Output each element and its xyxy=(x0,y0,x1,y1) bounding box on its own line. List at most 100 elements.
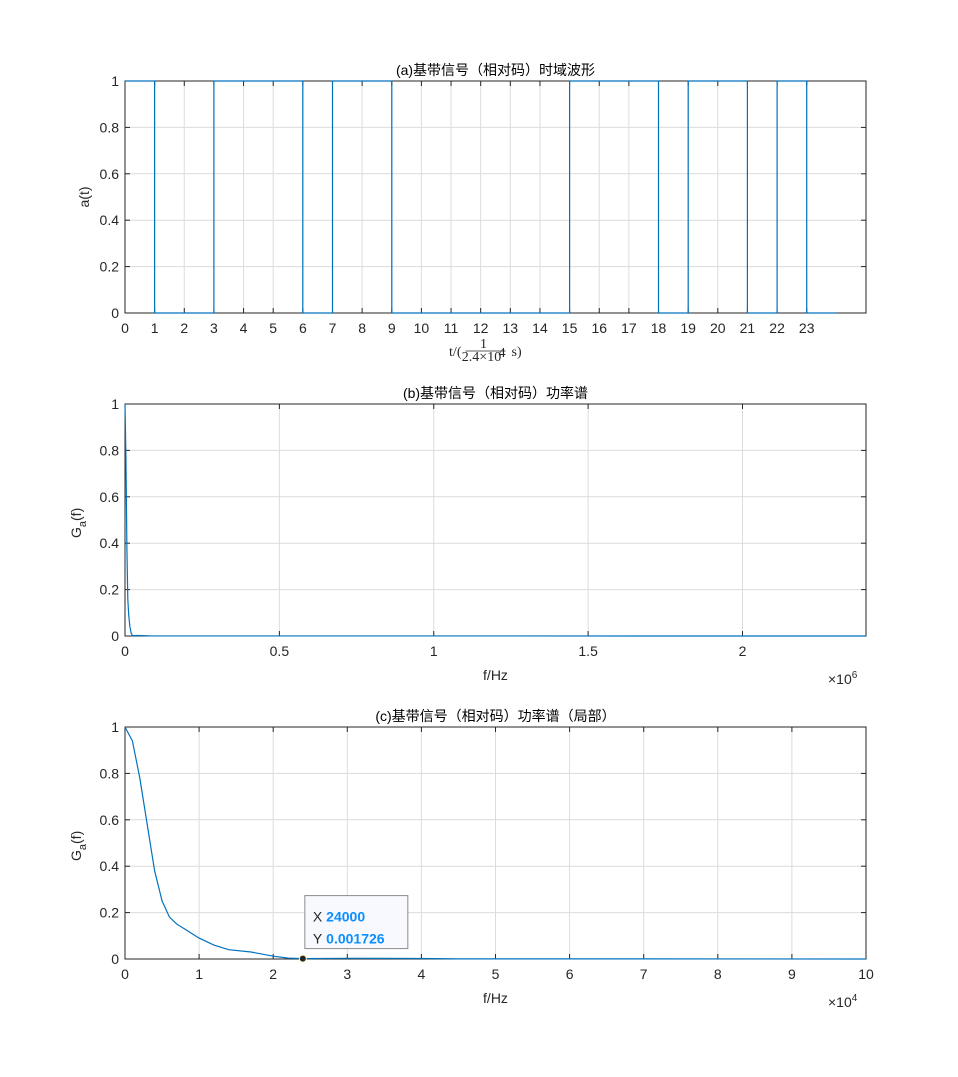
x-exponent-base: ×10 xyxy=(828,671,852,687)
x-tick-label: 14 xyxy=(532,320,548,336)
x-tick-label: 15 xyxy=(562,320,578,336)
x-axis-label: f/Hz xyxy=(483,990,508,1006)
axes-b: 0 0.5 1 1.5 2 0 0.2 0.4 0.6 0.8 1 (b)基带信号（相对码）功率谱 Ga… xyxy=(68,385,867,687)
y-tick-label: 0.4 xyxy=(100,535,120,551)
y-label-suffix: (f) xyxy=(68,508,84,521)
x-tick-label: 4 xyxy=(240,320,248,336)
axes-c: 0 1 2 3 4 5 6 7 8 9 10 0 0.2 0.4 0.6 0.8 1 (c)基带信号（相对码）功率… xyxy=(68,708,874,1010)
y-tick-label: 0.8 xyxy=(100,119,120,135)
x-axis-label: t/( 12.4×104 s) xyxy=(449,337,522,365)
datatip-y-row: Y 0.001726 xyxy=(313,931,385,947)
x-tick-label: 1.5 xyxy=(578,643,598,659)
x-tick-label: 1 xyxy=(430,643,438,659)
y-label-subscript: a xyxy=(77,520,89,527)
x-tick-label: 18 xyxy=(651,320,667,336)
datatip-marker[interactable] xyxy=(298,954,307,963)
y-tick-label: 0.8 xyxy=(100,442,120,458)
x-label-prefix: t/( xyxy=(449,345,462,360)
datatip-y-label: Y xyxy=(313,931,323,947)
x-tick-label: 19 xyxy=(680,320,696,336)
x-tick-label: 1 xyxy=(151,320,159,336)
x-tick-label: 5 xyxy=(492,966,500,982)
y-tick-label: 0.2 xyxy=(100,582,120,598)
x-tick-label: 0 xyxy=(121,966,129,982)
chart-title: (c)基带信号（相对码）功率谱（局部） xyxy=(375,708,615,724)
x-exponent-label: ×106 xyxy=(828,670,858,687)
x-tick-label: 7 xyxy=(640,966,648,982)
x-tick-label: 21 xyxy=(740,320,756,336)
y-axis-label: Ga(f) xyxy=(68,831,89,861)
x-tick-label: 9 xyxy=(388,320,396,336)
x-tick-label: 20 xyxy=(710,320,726,336)
x-tick-label: 22 xyxy=(769,320,785,336)
x-tick-label: 10 xyxy=(414,320,430,336)
x-exponent-label: ×104 xyxy=(828,993,858,1010)
plot-area xyxy=(125,404,866,636)
datatip-y-value: 0.001726 xyxy=(326,931,385,947)
y-tick-label: 0.6 xyxy=(100,489,120,505)
y-tick-label: 0.4 xyxy=(100,858,120,874)
x-exponent-base: ×10 xyxy=(828,994,852,1010)
x-tick-label: 13 xyxy=(503,320,519,336)
y-tick-label: 0 xyxy=(111,305,119,321)
x-tick-label: 3 xyxy=(343,966,351,982)
x-tick-label: 2 xyxy=(180,320,188,336)
datatip-x-row: X 24000 xyxy=(313,909,365,925)
datatip-x-value: 24000 xyxy=(326,909,365,925)
x-tick-label: 12 xyxy=(473,320,489,336)
x-tick-label: 16 xyxy=(591,320,607,336)
y-tick-label: 1 xyxy=(111,396,119,412)
x-tick-label: 0.5 xyxy=(270,643,290,659)
x-tick-label: 2 xyxy=(739,643,747,659)
x-tick-label: 8 xyxy=(714,966,722,982)
x-tick-label: 6 xyxy=(299,320,307,336)
x-tick-label: 7 xyxy=(329,320,337,336)
y-label-main: G xyxy=(68,850,84,861)
x-tick-label: 1 xyxy=(195,966,203,982)
y-tick-label: 0.2 xyxy=(100,259,120,275)
y-axis-label: Ga(f) xyxy=(68,508,89,538)
series-line xyxy=(124,403,867,637)
series-line xyxy=(125,80,837,314)
x-tick-label: 0 xyxy=(121,320,129,336)
chart-title: (b)基带信号（相对码）功率谱 xyxy=(403,385,588,401)
x-tick-label: 8 xyxy=(358,320,366,336)
x-tick-label: 0 xyxy=(121,643,129,659)
x-label-numerator: 1 xyxy=(480,337,487,352)
x-tick-label: 4 xyxy=(418,966,426,982)
axes-a: 0 1 2 3 4 5 6 7 8 9 10 11 12 13 14 15 16 17 18 19 20 21 22 2300… xyxy=(76,62,867,365)
x-tick-label: 10 xyxy=(858,966,874,982)
x-label-denominator: 2.4×10 xyxy=(462,350,501,365)
y-tick-label: 0.8 xyxy=(100,765,120,781)
x-exponent-power: 4 xyxy=(852,993,858,1004)
x-exponent-power: 6 xyxy=(852,670,858,681)
x-tick-label: 23 xyxy=(799,320,815,336)
y-tick-label: 0.4 xyxy=(100,212,120,228)
x-tick-label: 5 xyxy=(269,320,277,336)
y-axis-label: a(t) xyxy=(76,187,92,208)
x-tick-label: 17 xyxy=(621,320,637,336)
plot-area xyxy=(125,81,866,313)
y-label-main: G xyxy=(68,527,84,538)
y-tick-label: 1 xyxy=(111,73,119,89)
x-label-suffix: s) xyxy=(512,345,522,360)
y-tick-label: 1 xyxy=(111,719,119,735)
y-label-suffix: (f) xyxy=(68,831,84,844)
y-tick-label: 0.6 xyxy=(100,812,120,828)
x-label-exponent: 4 xyxy=(499,346,506,361)
y-label-subscript: a xyxy=(77,843,89,850)
x-tick-label: 3 xyxy=(210,320,218,336)
chart-title: (a)基带信号（相对码）时域波形 xyxy=(396,62,595,78)
y-tick-label: 0 xyxy=(111,951,119,967)
series-line xyxy=(124,726,867,960)
x-tick-label: 9 xyxy=(788,966,796,982)
y-tick-label: 0.6 xyxy=(100,166,120,182)
datatip-x-label: X xyxy=(313,909,323,925)
x-axis-label: f/Hz xyxy=(483,667,508,683)
x-tick-label: 2 xyxy=(269,966,277,982)
y-tick-label: 0.2 xyxy=(100,905,120,921)
x-tick-label: 11 xyxy=(444,320,459,336)
x-tick-label: 6 xyxy=(566,966,574,982)
